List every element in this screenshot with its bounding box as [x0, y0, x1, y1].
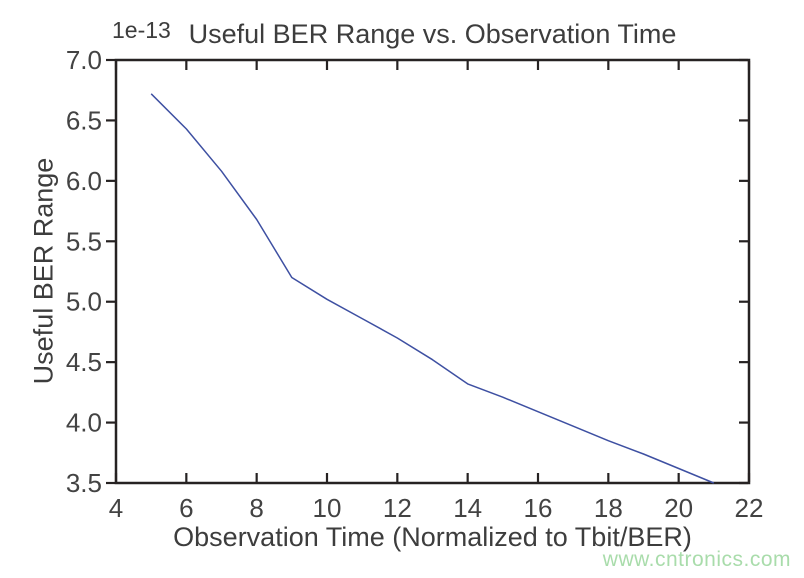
x-tick-label: 8: [249, 493, 263, 523]
data-line: [150, 93, 715, 484]
x-tick-label: 10: [313, 493, 342, 523]
y-tick-label: 3.5: [66, 468, 102, 498]
x-tick-label: 12: [383, 493, 412, 523]
y-tick-label: 5.0: [66, 287, 102, 317]
plot-border: [114, 58, 751, 485]
y-tick-label: 4.0: [66, 408, 102, 438]
y-tick-label: 5.5: [66, 226, 102, 256]
x-axis-label: Observation Time (Normalized to Tbit/BER…: [173, 522, 692, 552]
x-tick-label: 22: [735, 493, 764, 523]
x-tick-label: 4: [109, 493, 123, 523]
chart-title: Useful BER Range vs. Observation Time: [188, 19, 677, 49]
y-tick-label: 6.0: [66, 166, 102, 196]
y-tick-label: 4.5: [66, 347, 102, 377]
y-tick-label: 6.5: [66, 105, 102, 135]
y-tick-label: 7.0: [66, 45, 102, 75]
x-tick-label: 18: [594, 493, 623, 523]
x-tick-label: 20: [664, 493, 693, 523]
y-axis-label: Useful BER Range: [28, 157, 59, 385]
watermark: www.cntronics.com: [602, 548, 791, 571]
y-axis-offset-text: 1e-13: [112, 17, 171, 43]
x-tick-label: 6: [179, 493, 193, 523]
x-tick-label: 16: [524, 493, 553, 523]
x-tick-label: 14: [453, 493, 482, 523]
